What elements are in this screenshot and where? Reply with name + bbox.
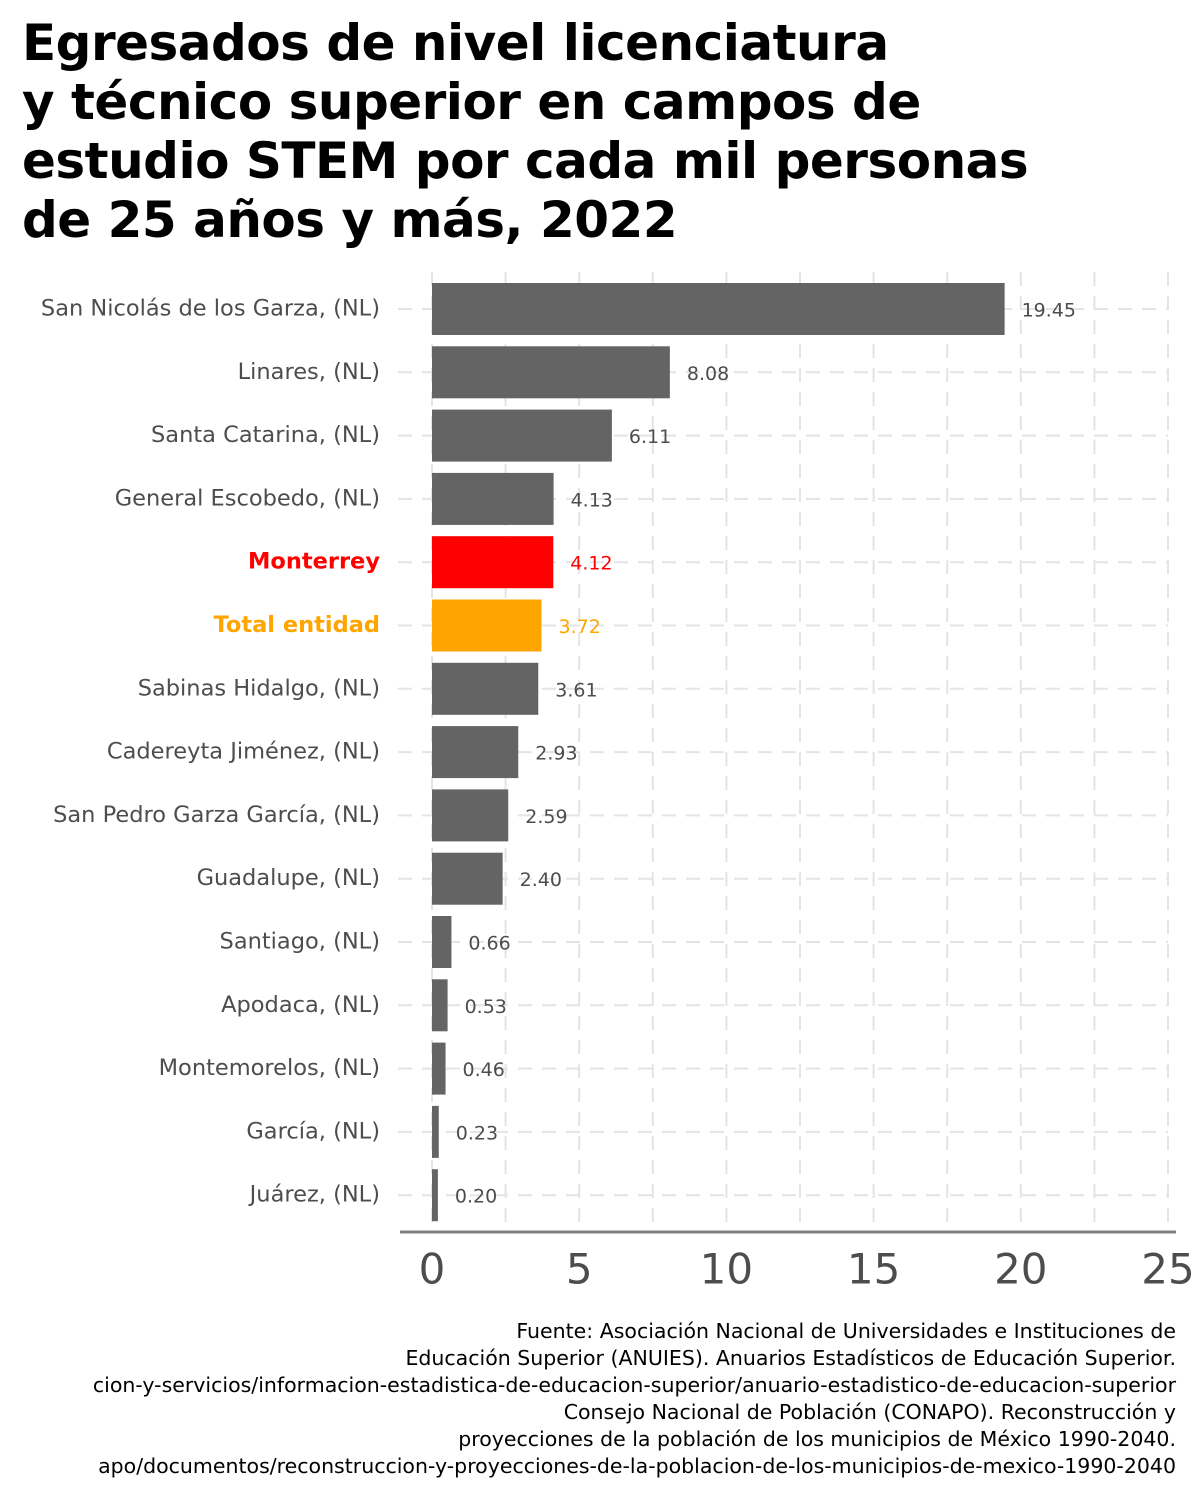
value-label: 2.93 (535, 743, 577, 765)
value-label: 0.66 (468, 933, 510, 955)
bar (432, 726, 519, 779)
source-note: Fuente: Asociación Nacional de Universid… (0, 1318, 1176, 1480)
bar (432, 1169, 438, 1222)
value-label: 0.20 (455, 1186, 497, 1208)
chart-title-line-4: de 25 años y más, 2022 (22, 191, 678, 249)
bar (432, 662, 539, 715)
chart-title-line-3: estudio STEM por cada mil personas (22, 132, 1029, 190)
x-tick-label: 20 (994, 1245, 1047, 1294)
category-label: San Nicolás de los Garza, (NL) (41, 296, 380, 322)
x-tick-label: 10 (700, 1245, 753, 1294)
source-line-4: Consejo Nacional de Población (CONAPO). … (563, 1400, 1176, 1424)
category-label: San Pedro Garza García, (NL) (53, 802, 380, 828)
category-label: Monterrey (248, 549, 380, 575)
value-label: 2.40 (520, 869, 562, 891)
x-axis: 0 5 10 15 20 25 (400, 1230, 1195, 1294)
value-label: 0.23 (456, 1122, 498, 1144)
chart-title-line-2: y técnico superior en campos de (22, 73, 921, 131)
value-label: 6.11 (629, 426, 671, 448)
bar (432, 916, 452, 968)
category-label: Cadereyta Jiménez, (NL) (107, 739, 380, 765)
x-tick-label: 15 (847, 1245, 900, 1294)
value-label: 0.53 (465, 996, 507, 1018)
value-label: 3.72 (559, 616, 601, 638)
bar (432, 472, 554, 525)
source-line-6: apo/documentos/reconstruccion-y-proyecci… (98, 1454, 1176, 1478)
source-line-3: cion-y-servicios/informacion-estadistica… (92, 1373, 1176, 1397)
category-label: Sabinas Hidalgo, (NL) (138, 675, 380, 701)
bar-chart: San Nicolás de los Garza, (NL) Linares, (… (41, 272, 1195, 1294)
category-label: Montemorelos, (NL) (159, 1055, 380, 1081)
bar (432, 1042, 446, 1095)
category-label: Juárez, (NL) (248, 1182, 380, 1208)
chart-title-line-1: Egresados de nivel licenciatura (22, 14, 889, 72)
category-label: General Escobedo, (NL) (115, 485, 380, 511)
category-label: Santa Catarina, (NL) (151, 422, 380, 448)
category-labels-layer: San Nicolás de los Garza, (NL) Linares, (… (41, 296, 380, 1208)
bar (432, 979, 448, 1032)
category-label: García, (NL) (246, 1118, 380, 1144)
source-line-1: Fuente: Asociación Nacional de Universid… (516, 1319, 1176, 1343)
category-label: Guadalupe, (NL) (197, 865, 380, 891)
source-line-2: Educación Superior (ANUIES). Anuarios Es… (405, 1346, 1176, 1370)
chart-title: Egresados de nivel licenciatura y técnic… (22, 14, 1142, 250)
x-tick-label: 5 (566, 1245, 593, 1294)
value-label: 3.61 (555, 679, 597, 701)
value-labels-layer: 19.45 8.08 6.11 4.13 4.12 3.72 3.61 2.93 2.59 2.4… (455, 300, 1076, 1208)
bar (432, 346, 670, 399)
bar (432, 599, 542, 652)
bar (432, 409, 612, 462)
value-label: 4.12 (570, 553, 612, 575)
bar (432, 283, 1005, 335)
category-label: Total entidad (214, 612, 380, 638)
source-line-5: proyecciones de la población de los muni… (458, 1427, 1176, 1451)
bar (432, 536, 554, 589)
bar (432, 789, 509, 842)
value-label: 8.08 (687, 363, 729, 385)
value-label: 2.59 (525, 806, 567, 828)
category-label: Santiago, (NL) (220, 929, 380, 955)
x-tick-label: 0 (419, 1245, 446, 1294)
category-label: Apodaca, (NL) (221, 992, 380, 1018)
bar (432, 1105, 439, 1158)
value-label: 0.46 (463, 1059, 505, 1081)
value-label: 4.13 (571, 489, 613, 511)
category-label: Linares, (NL) (238, 359, 380, 385)
value-label: 19.45 (1022, 300, 1076, 322)
x-tick-label: 25 (1141, 1245, 1194, 1294)
bar (432, 852, 503, 905)
bars-layer (432, 283, 1005, 1222)
